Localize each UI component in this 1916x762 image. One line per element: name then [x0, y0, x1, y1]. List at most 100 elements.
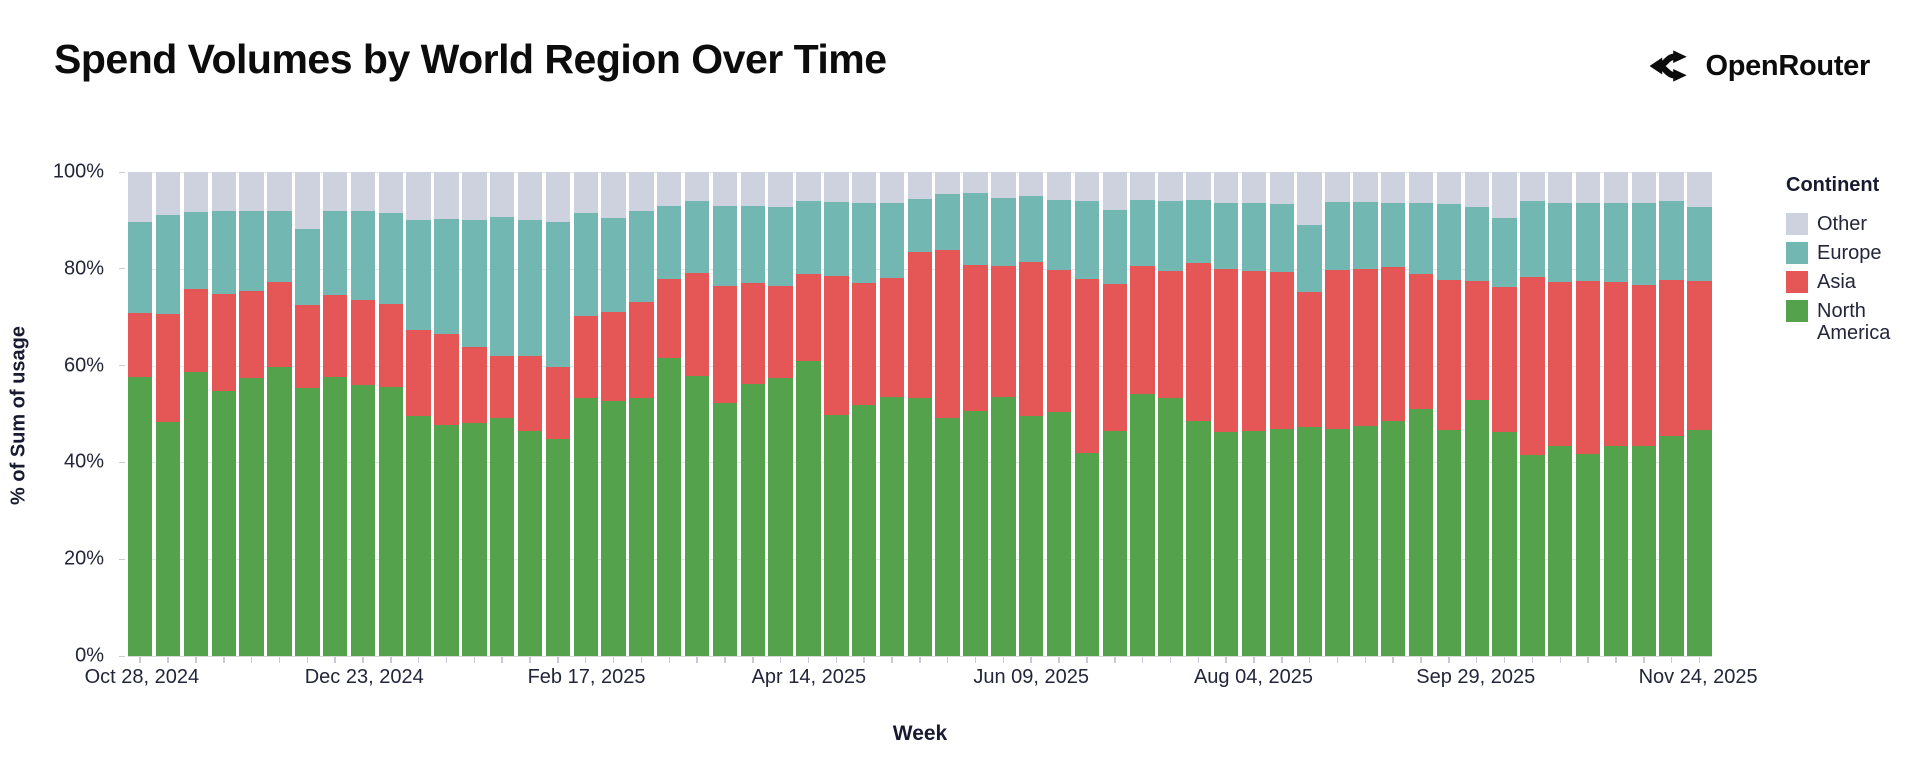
bar-segment-other[interactable] [991, 172, 1016, 199]
bar-segment-europe[interactable] [573, 212, 598, 317]
bar-segment-north-america[interactable] [350, 385, 376, 656]
bar-segment-other[interactable] [1603, 172, 1629, 204]
bar-segment-asia[interactable] [824, 275, 849, 415]
bar-segment-europe[interactable] [434, 219, 459, 335]
bar-segment-asia[interactable] [239, 290, 264, 379]
bar-segment-asia[interactable] [573, 316, 598, 398]
bar-segment-asia[interactable] [1520, 276, 1545, 455]
bar-segment-other[interactable] [657, 172, 682, 207]
bar-segment-asia[interactable] [601, 312, 626, 402]
bar-segment-asia[interactable] [1213, 268, 1239, 433]
bar-segment-asia[interactable] [1158, 271, 1183, 398]
bar-week[interactable] [1464, 172, 1489, 656]
bar-segment-asia[interactable] [712, 286, 738, 403]
bar-segment-other[interactable] [1241, 172, 1267, 204]
bar-segment-asia[interactable] [1380, 266, 1406, 421]
bar-segment-asia[interactable] [629, 302, 654, 399]
bar-segment-north-america[interactable] [1380, 420, 1406, 656]
bar-segment-asia[interactable] [211, 294, 236, 392]
bar-segment-asia[interactable] [462, 347, 487, 423]
bar-segment-europe[interactable] [462, 220, 487, 348]
bar-week[interactable] [1659, 172, 1684, 656]
bar-segment-europe[interactable] [1408, 202, 1434, 274]
bar-segment-europe[interactable] [1631, 202, 1657, 285]
bar-segment-north-america[interactable] [1046, 412, 1072, 656]
bar-segment-north-america[interactable] [824, 414, 849, 656]
bar-segment-asia[interactable] [406, 329, 431, 417]
bar-segment-europe[interactable] [1575, 202, 1601, 282]
bar-week[interactable] [155, 172, 181, 656]
bar-segment-asia[interactable] [1548, 282, 1573, 446]
bar-segment-asia[interactable] [1631, 284, 1657, 446]
bar-segment-north-america[interactable] [879, 396, 905, 656]
bar-segment-asia[interactable] [768, 286, 793, 379]
bar-segment-other[interactable] [796, 172, 821, 202]
bar-segment-europe[interactable] [239, 210, 264, 291]
bar-week[interactable] [1575, 172, 1601, 656]
bar-week[interactable] [1380, 172, 1406, 656]
bar-segment-europe[interactable] [991, 198, 1016, 266]
bar-segment-other[interactable] [1631, 172, 1657, 203]
bar-segment-other[interactable] [1659, 172, 1684, 202]
bar-segment-other[interactable] [295, 172, 320, 229]
bar-segment-other[interactable] [239, 172, 264, 211]
bar-segment-other[interactable] [573, 172, 598, 213]
bar-segment-other[interactable] [712, 172, 738, 207]
bar-week[interactable] [322, 172, 348, 656]
bar-segment-asia[interactable] [1241, 271, 1267, 431]
bar-segment-north-america[interactable] [1548, 445, 1573, 656]
bar-week[interactable] [1603, 172, 1629, 656]
bar-segment-europe[interactable] [1213, 202, 1239, 269]
bar-segment-europe[interactable] [1186, 199, 1211, 264]
bar-segment-north-america[interactable] [295, 388, 320, 656]
bar-segment-asia[interactable] [1325, 269, 1350, 429]
bar-segment-other[interactable] [489, 172, 515, 217]
bar-segment-other[interactable] [406, 172, 431, 221]
bar-segment-europe[interactable] [935, 193, 960, 251]
bar-week[interactable] [406, 172, 431, 656]
bar-segment-other[interactable] [1464, 172, 1489, 207]
bar-segment-asia[interactable] [1687, 281, 1712, 430]
bar-segment-asia[interactable] [1659, 280, 1684, 437]
bar-week[interactable] [712, 172, 738, 656]
bar-segment-europe[interactable] [796, 201, 821, 274]
bar-segment-europe[interactable] [183, 211, 209, 289]
bar-segment-north-america[interactable] [768, 378, 793, 656]
bar-segment-north-america[interactable] [1659, 436, 1684, 656]
bar-segment-other[interactable] [824, 172, 849, 202]
bar-week[interactable] [1520, 172, 1545, 656]
bar-segment-asia[interactable] [378, 303, 404, 387]
bar-segment-north-america[interactable] [712, 402, 738, 656]
bar-segment-europe[interactable] [350, 210, 376, 300]
bar-segment-other[interactable] [1269, 172, 1295, 204]
bar-segment-asia[interactable] [1074, 279, 1100, 453]
bar-week[interactable] [1130, 172, 1155, 656]
bar-segment-asia[interactable] [1102, 283, 1127, 432]
bar-segment-asia[interactable] [657, 278, 682, 358]
bar-segment-north-america[interactable] [489, 418, 515, 656]
bar-segment-europe[interactable] [1687, 206, 1712, 282]
bar-segment-other[interactable] [434, 172, 459, 220]
bar-segment-other[interactable] [963, 172, 988, 193]
bar-week[interactable] [517, 172, 543, 656]
bar-segment-europe[interactable] [1520, 201, 1545, 277]
bar-segment-north-america[interactable] [239, 378, 264, 656]
bar-segment-north-america[interactable] [462, 422, 487, 656]
bar-segment-asia[interactable] [128, 312, 153, 378]
bar-segment-north-america[interactable] [740, 384, 766, 656]
bar-segment-asia[interactable] [517, 355, 543, 431]
bar-segment-europe[interactable] [295, 228, 320, 305]
bar-segment-north-america[interactable] [1325, 428, 1350, 656]
bar-segment-north-america[interactable] [128, 377, 153, 656]
bar-segment-europe[interactable] [879, 202, 905, 278]
bar-segment-asia[interactable] [1353, 268, 1378, 427]
bar-segment-europe[interactable] [768, 206, 793, 287]
bar-segment-asia[interactable] [740, 282, 766, 385]
bar-segment-asia[interactable] [267, 282, 292, 368]
bar-week[interactable] [629, 172, 654, 656]
bar-segment-asia[interactable] [851, 282, 877, 405]
bar-segment-europe[interactable] [406, 220, 431, 330]
bar-segment-asia[interactable] [545, 366, 571, 440]
bar-segment-other[interactable] [211, 172, 236, 212]
bar-week[interactable] [489, 172, 515, 656]
